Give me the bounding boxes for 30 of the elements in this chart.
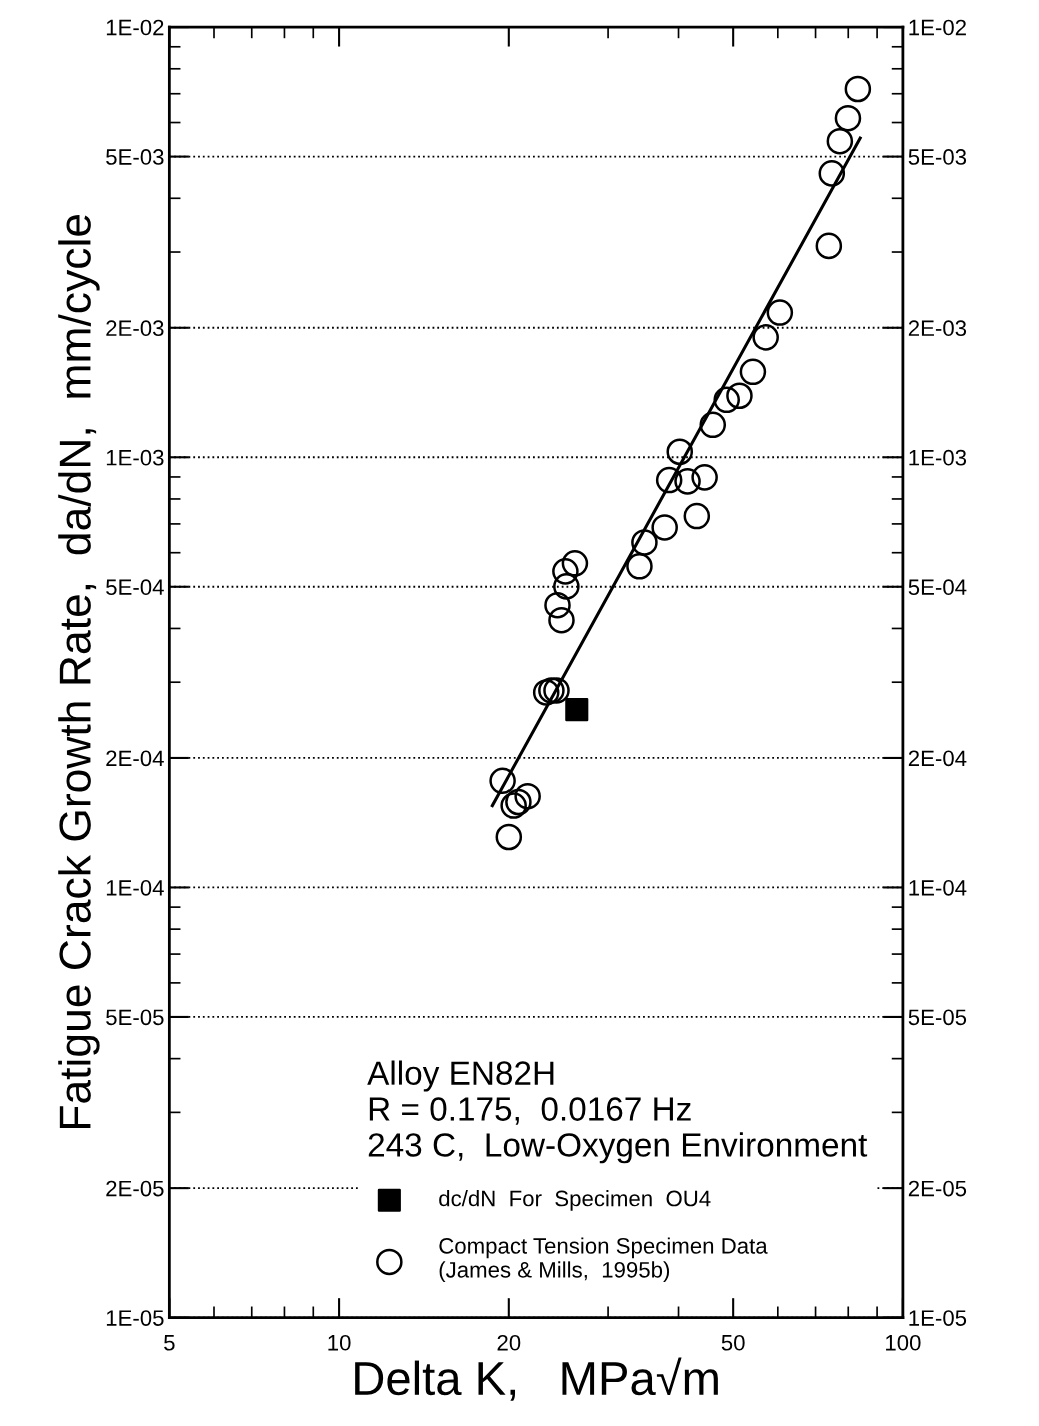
text: 2E-03 <box>106 320 164 337</box>
y-tick-label: 2E-04 <box>908 750 967 767</box>
y-tick-label: 5E-05 <box>908 1009 967 1026</box>
y-axis-title: Fatigue Crack Growth Rate, da/dN, mm/cycle <box>58 214 100 1129</box>
text: 1E-04 <box>106 879 164 896</box>
text: 5E-04 <box>106 579 164 596</box>
y-tick-label: 1E-05 <box>909 1310 967 1326</box>
x-tick-label: 20 <box>497 1334 521 1351</box>
x-tick-label: 50 <box>721 1334 745 1351</box>
x-tick-label: 100 <box>886 1334 921 1351</box>
text: 1E-05 <box>106 1310 164 1326</box>
y-tick-label: 2E-05 <box>908 1180 967 1197</box>
text: 2E-04 <box>106 750 164 767</box>
y-tick-label: 2E-03 <box>908 320 967 337</box>
text: 5E-03 <box>106 149 164 165</box>
text: 2E-05 <box>106 1180 164 1197</box>
text: 1E-02 <box>106 19 164 36</box>
legend-label: Compact Tension Specimen Data (James & Mills, 1995b) <box>439 1237 768 1283</box>
legend-title: Alloy EN82H R = 0.175, 0.0167 Hz 243 C, Low-Oxygen Environment <box>367 1060 868 1164</box>
text: 1E-03 <box>106 449 164 466</box>
y-tick-label: 1E-02 <box>909 19 966 36</box>
y-tick-label: 5E-04 <box>908 579 967 596</box>
x-tick-label: 5 <box>164 1335 175 1351</box>
x-axis-title: Delta K, MPa√m <box>355 1357 718 1401</box>
y-tick-label: 1E-04 <box>909 879 967 896</box>
x-tick-label: 10 <box>328 1334 351 1351</box>
y-tick-label: 5E-03 <box>908 149 967 165</box>
text: 5E-05 <box>106 1009 164 1026</box>
legend-label: dc/dN For Specimen OU4 <box>439 1190 711 1211</box>
y-tick-label: 1E-03 <box>909 449 967 466</box>
